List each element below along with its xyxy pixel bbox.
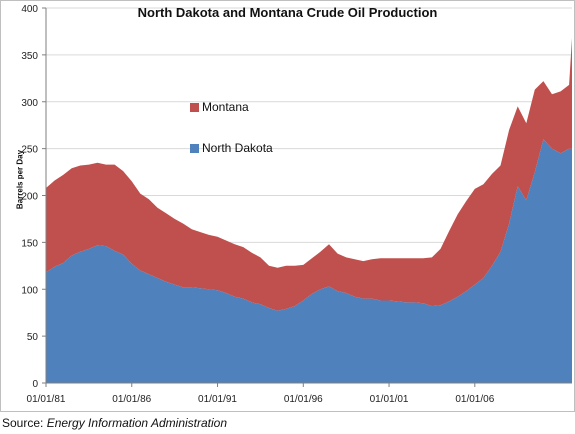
x-tick-label-01-01-81: 01/01/81 <box>27 394 66 405</box>
area-series-montana <box>46 38 572 311</box>
legend-swatch-montana <box>190 102 199 112</box>
x-tick-label-01-01-01: 01/01/01 <box>370 394 409 405</box>
y-tick-label-50: 50 <box>27 332 39 343</box>
y-tick-label-350: 350 <box>21 51 38 62</box>
y-tick-label-400: 400 <box>21 4 38 15</box>
x-tick-label-01-01-06: 01/01/06 <box>455 394 494 405</box>
axes: 0 50 100 150 200 250 300 350 400 01/01/81 01/01/86… <box>21 4 572 405</box>
y-tick-label-300: 300 <box>21 98 38 109</box>
chart-canvas: 0 50 100 150 200 250 300 350 400 01/01/81 01/01/86… <box>21 4 572 405</box>
y-tick-label-250: 250 <box>21 145 38 156</box>
legend-label-north-dakota: North Dakota <box>202 141 273 155</box>
chart-title: North Dakota and Montana Crude Oil Produ… <box>137 5 438 20</box>
source-prefix: Source: <box>2 416 44 430</box>
legend-label-montana: Montana <box>202 100 249 114</box>
source-caption: Source: Energy Information Administratio… <box>2 416 227 430</box>
area-series-north-dakota <box>46 139 572 383</box>
x-tick-label-01-01-86: 01/01/86 <box>112 394 151 405</box>
legend-swatch-north-dakota <box>190 143 199 153</box>
y-tick-label-200: 200 <box>21 192 38 203</box>
y-axis-label: Barrels per Day <box>15 149 25 210</box>
plot-areas <box>46 38 572 383</box>
x-tick-label-01-01-96: 01/01/96 <box>284 394 323 405</box>
source-name: Energy Information Administration <box>46 416 228 430</box>
y-tick-label-100: 100 <box>21 285 38 296</box>
x-tick-label-01-01-91: 01/01/91 <box>198 394 237 405</box>
y-tick-label-150: 150 <box>21 238 38 249</box>
legend-item-north-dakota: North Dakota <box>190 141 273 155</box>
y-tick-label-0: 0 <box>32 379 38 390</box>
legend-item-montana: Montana <box>190 100 249 114</box>
